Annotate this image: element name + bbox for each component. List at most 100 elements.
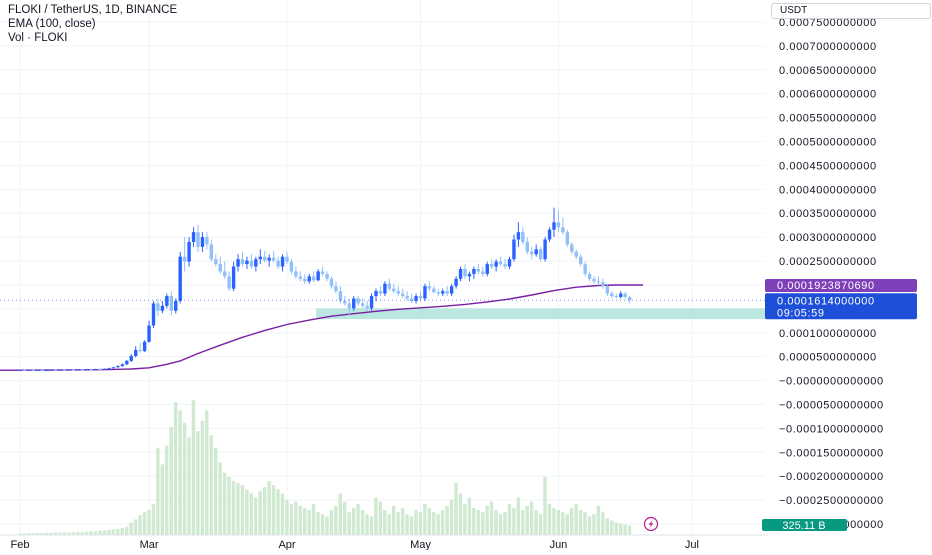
- candle-body: [165, 296, 169, 306]
- volume-bar: [627, 525, 632, 535]
- price-tick-label: 0.0001000000000: [779, 328, 877, 340]
- candle-body: [209, 244, 214, 260]
- candle-body: [512, 239, 516, 260]
- candle-body: [525, 241, 529, 252]
- volume-bar: [436, 514, 440, 535]
- candle-body: [125, 360, 129, 365]
- ema-polyline: [0, 284, 643, 371]
- candle-body: [267, 257, 271, 261]
- candle-body: [174, 300, 178, 311]
- candle-body: [374, 291, 378, 297]
- candle-body: [467, 273, 472, 277]
- candle-body: [107, 368, 111, 370]
- volume-value-text: 325.11 B: [782, 520, 825, 532]
- ema-value-badge: [765, 279, 917, 293]
- candle-body: [156, 303, 160, 311]
- ema-value-text: 0.0001923870690: [777, 280, 875, 292]
- candle-body: [552, 222, 556, 230]
- price-tick-label: 0.0007000000000: [779, 41, 877, 53]
- candle-body: [263, 256, 267, 261]
- candle-body: [134, 350, 138, 356]
- candle-body: [423, 286, 427, 299]
- candle-body: [89, 369, 93, 371]
- price-axis[interactable]: 0.0007500000000 0.0007000000000 0.00065000…: [779, 17, 884, 531]
- volume-bar: [40, 533, 44, 535]
- currency-selector[interactable]: USDT: [771, 3, 931, 19]
- price-tick-label: −0.0002000000000: [779, 471, 884, 483]
- volume-bar: [374, 497, 378, 535]
- time-axis[interactable]: Feb Mar Apr May Jun Jul: [0, 534, 768, 551]
- candle-body: [325, 273, 329, 279]
- volume-bar: [129, 522, 133, 535]
- price-tick-label: 0.0005000000000: [779, 137, 877, 149]
- volume-bar: [71, 532, 75, 535]
- volume-bar: [49, 532, 53, 535]
- candle-body: [458, 269, 463, 279]
- volume-bar: [525, 505, 529, 535]
- price-tick-label: 0.0003000000000: [779, 232, 877, 244]
- price-tick-label: 0.0006000000000: [779, 89, 877, 101]
- volume-bar: [22, 533, 27, 535]
- candle-body: [71, 369, 76, 371]
- price-tick-label: −0.0001500000000: [779, 447, 884, 459]
- candle-body: [49, 369, 53, 371]
- volume-bar: [547, 503, 552, 535]
- candle-body: [187, 241, 191, 262]
- volume-legend[interactable]: Vol · FLOKI: [8, 32, 68, 44]
- volume-bar: [231, 481, 236, 535]
- candle-body: [36, 369, 40, 371]
- volume-value-badge: [762, 519, 847, 531]
- volume-bar: [565, 514, 569, 535]
- candle-body: [276, 260, 280, 267]
- volume-bar: [360, 510, 365, 535]
- ema-line: [0, 284, 643, 371]
- lightning-icon[interactable]: [643, 516, 659, 532]
- volume-bar: [596, 505, 601, 535]
- volume-bar: [271, 485, 276, 535]
- volume-bar: [187, 437, 191, 535]
- volume-bar: [400, 508, 405, 535]
- volume-bar: [351, 508, 356, 535]
- volume-bar: [53, 532, 58, 535]
- candle-body: [369, 296, 374, 309]
- volume-bar: [298, 505, 302, 535]
- candle-body: [530, 251, 534, 255]
- symbol-title[interactable]: FLOKI / TetherUS, 1D, BINANCE: [8, 4, 178, 16]
- volume-bar: [610, 520, 614, 535]
- volume-bar: [369, 516, 374, 535]
- candle-body: [498, 261, 503, 265]
- volume-bar: [481, 512, 485, 535]
- volume-bar: [116, 528, 120, 535]
- candle-body: [485, 264, 489, 274]
- volume-bar: [44, 532, 49, 535]
- volume-bar: [93, 531, 98, 535]
- candle-body: [53, 369, 58, 371]
- candle-body: [200, 237, 205, 247]
- volume-bar: [458, 493, 463, 535]
- volume-bar: [142, 512, 147, 535]
- candle-body: [378, 291, 383, 294]
- volume-bar: [311, 503, 316, 535]
- price-tick-label: −0.0000000000000: [779, 376, 884, 388]
- candle-body: [294, 271, 298, 277]
- volume-bar: [605, 518, 609, 535]
- candle-body: [160, 305, 165, 311]
- candle-body: [365, 305, 369, 309]
- candle-body: [449, 286, 454, 294]
- candle-body: [40, 369, 44, 371]
- candle-body: [405, 296, 409, 299]
- candle-body: [445, 291, 449, 294]
- volume-bar: [102, 530, 107, 535]
- time-tick-label: Feb: [11, 539, 30, 550]
- candle-body: [218, 264, 222, 272]
- ema-legend[interactable]: EMA (100, close): [8, 18, 96, 30]
- volume-bar: [338, 493, 342, 535]
- volume-bar: [334, 505, 338, 535]
- volume-bar: [80, 532, 84, 535]
- volume-bar: [294, 501, 298, 535]
- candle-body: [432, 288, 436, 293]
- candle-body: [565, 232, 570, 245]
- candle-body: [196, 232, 200, 247]
